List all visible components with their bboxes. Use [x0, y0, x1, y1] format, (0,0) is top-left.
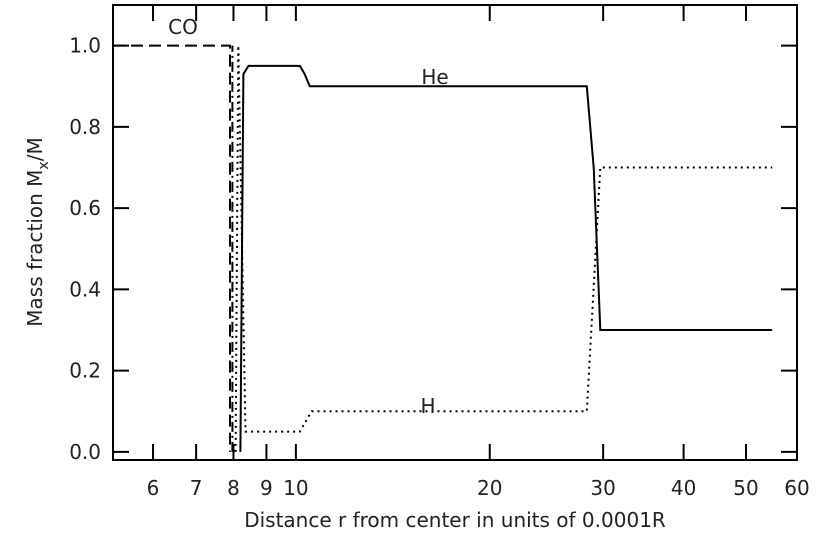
x-tick-label: 40	[671, 476, 696, 500]
series-line	[113, 44, 231, 452]
series-line	[234, 45, 773, 452]
y-label-sub: x	[36, 161, 52, 169]
y-tick-label: 0.8	[69, 115, 101, 139]
x-tick-label: 30	[590, 476, 615, 500]
y-label-after: /M	[23, 137, 47, 161]
annotation: CO	[168, 15, 198, 39]
x-tick-label: 7	[190, 476, 203, 500]
y-tick-label: 1.0	[69, 34, 101, 58]
series-line	[239, 64, 773, 452]
annotation: H	[420, 394, 435, 418]
plot-frame	[112, 4, 798, 461]
x-tick-label: 20	[477, 476, 502, 500]
x-tick-label: 10	[283, 476, 308, 500]
x-tick-label: 6	[147, 476, 160, 500]
y-axis-label: Mass fraction Mx/M	[23, 137, 52, 326]
x-tick-label: 8	[227, 476, 240, 500]
y-tick-label: 0.4	[69, 277, 101, 301]
y-tick-label: 0.2	[69, 359, 101, 383]
x-tick-label: 9	[260, 476, 273, 500]
x-axis-label: Distance r from center in units of 0.000…	[244, 508, 666, 532]
y-tick-label: 0.6	[69, 196, 101, 220]
annotation: He	[421, 65, 448, 89]
x-tick-label: 60	[784, 476, 809, 500]
y-label-main: Mass fraction M	[23, 170, 47, 327]
x-tick-label: 50	[733, 476, 758, 500]
y-tick-label: 0.0	[69, 440, 101, 464]
